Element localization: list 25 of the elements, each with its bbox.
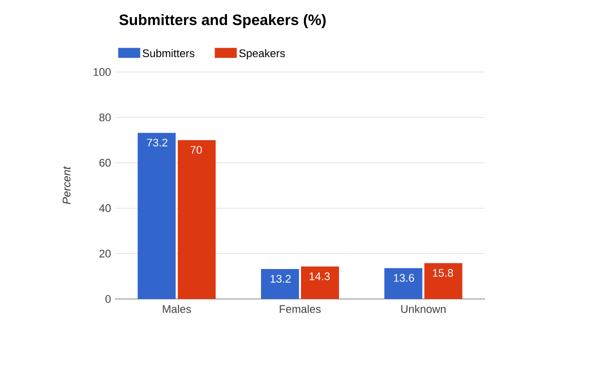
x-tick-label: Males (162, 304, 191, 313)
y-tick-label: 0 (105, 295, 111, 303)
legend-label: Submitters (142, 49, 194, 58)
bar (138, 132, 176, 299)
data-label: 13.2 (270, 274, 291, 283)
x-tick-label: Females (280, 304, 321, 313)
y-tick-label: 80 (99, 114, 111, 122)
y-tick-label: 20 (99, 250, 111, 258)
y-tick-label: 40 (99, 204, 111, 212)
data-label: 70 (190, 146, 202, 154)
bar (178, 140, 216, 299)
bar (424, 263, 462, 299)
x-tick-label: Unknown (401, 304, 446, 313)
y-axis-title: Percent (62, 166, 70, 204)
bar (384, 268, 422, 299)
data-label: 73.2 (147, 138, 168, 146)
bar (261, 269, 299, 299)
bar (301, 266, 339, 299)
data-label: 14.3 (310, 272, 330, 280)
chart-title: Submitters and Speakers (%) (119, 14, 326, 28)
data-label: 15.8 (432, 269, 454, 277)
data-label: 13.6 (394, 274, 414, 282)
y-tick-label: 100 (94, 68, 111, 76)
legend-label: Speakers (239, 49, 285, 60)
y-tick-label: 60 (99, 158, 111, 167)
